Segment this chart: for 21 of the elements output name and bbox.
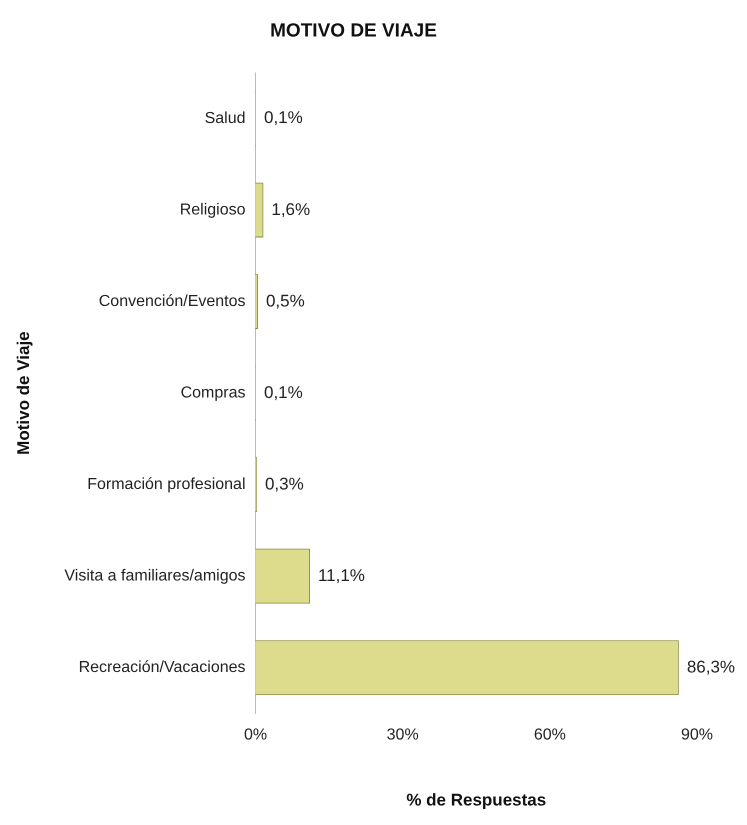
y-tick-label: Compras	[180, 384, 246, 402]
data-label: 1,6%	[271, 200, 310, 219]
x-tick-label: 60%	[534, 726, 566, 744]
x-tick-label: 0%	[244, 726, 268, 744]
chart-title: MOTIVO DE VIAJE	[270, 20, 437, 42]
data-label: 0,3%	[264, 474, 304, 494]
data-label: 0,1%	[264, 108, 303, 128]
data-label: 0,5%	[266, 291, 305, 310]
y-axis-title: Motivo de Viaje	[14, 331, 33, 455]
x-tick-label: 30%	[386, 726, 419, 744]
data-label: 11,1%	[318, 566, 365, 585]
y-tick-label: Religioso	[180, 201, 246, 218]
data-label: 86,3%	[686, 657, 736, 676]
y-tick-label: Visita a familiares/amigos	[64, 568, 246, 585]
x-tick-label: 90%	[680, 726, 714, 744]
y-tick-label: Recreación/Vacaciones	[78, 659, 246, 676]
data-label: 0,1%	[264, 382, 303, 402]
y-tick-label: Formación profesional	[87, 476, 246, 494]
x-axis-title: % de Respuestas	[406, 790, 546, 810]
y-tick-label: Salud	[204, 110, 246, 127]
y-tick-label: Convención/Eventos	[98, 292, 246, 310]
